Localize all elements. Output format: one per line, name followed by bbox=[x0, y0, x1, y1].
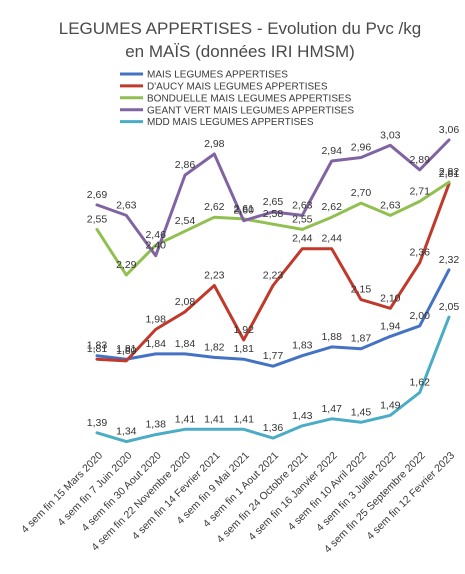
data-label-geant-vert-mais-legumes-appertises-4: 2,98 bbox=[204, 138, 225, 150]
data-label-mdd-mais-legumes-appertises-7: 1,43 bbox=[292, 410, 313, 422]
data-label-d-aucy-mais-legumes-appertises-3: 2,08 bbox=[175, 296, 196, 308]
data-label-mdd-mais-legumes-appertises-9: 1,45 bbox=[351, 406, 372, 418]
data-label-mdd-mais-legumes-appertises-5: 1,41 bbox=[233, 413, 254, 425]
legend-label-geant-vert-mais-legumes-appertises: GEANT VERT MAIS LEGUMES APPERTISES bbox=[147, 105, 354, 116]
data-label-d-aucy-mais-legumes-appertises-2: 1,98 bbox=[145, 313, 166, 325]
chart-title: LEGUMES APPERTISES - Evolution du Pvc /k… bbox=[59, 19, 422, 38]
data-label-d-aucy-mais-legumes-appertises-4: 2,23 bbox=[204, 270, 225, 282]
data-label-geant-vert-mais-legumes-appertises-12: 3,06 bbox=[439, 124, 460, 136]
data-label-d-aucy-mais-legumes-appertises-11: 2,36 bbox=[409, 247, 430, 259]
data-label-geant-vert-mais-legumes-appertises-9: 2,96 bbox=[351, 142, 372, 154]
data-label-mais-legumes-appertises-5: 1,81 bbox=[233, 343, 254, 355]
chart-subtitle: en MAÏS (données IRI HMSM) bbox=[125, 42, 355, 61]
data-label-mais-legumes-appertises-4: 1,82 bbox=[204, 341, 225, 353]
data-label-geant-vert-mais-legumes-appertises-8: 2,94 bbox=[321, 145, 342, 157]
data-label-bonduelle-mais-legumes-appertises-12: 2,82 bbox=[439, 166, 460, 178]
data-label-mais-legumes-appertises-8: 1,88 bbox=[321, 331, 342, 343]
data-label-d-aucy-mais-legumes-appertises-12: 2,81 bbox=[439, 168, 460, 180]
legend-label-mais-legumes-appertises: MAIS LEGUMES APPERTISES bbox=[147, 70, 288, 81]
data-label-geant-vert-mais-legumes-appertises-1: 2,63 bbox=[116, 199, 137, 211]
data-label-mdd-mais-legumes-appertises-0: 1,39 bbox=[87, 417, 108, 429]
data-label-bonduelle-mais-legumes-appertises-2: 2,46 bbox=[145, 229, 166, 241]
data-label-mdd-mais-legumes-appertises-3: 1,41 bbox=[175, 413, 196, 425]
data-label-layer: 1,83 1,81 1,84 1,84 1,82 1,811,771,831,88 1,87… bbox=[87, 124, 460, 438]
legend-label-d-aucy-mais-legumes-appertises: D'AUCY MAIS LEGUMES APPERTISES bbox=[147, 82, 328, 93]
data-label-bonduelle-mais-legumes-appertises-0: 2,55 bbox=[87, 213, 108, 225]
data-label-bonduelle-mais-legumes-appertises-9: 2,70 bbox=[351, 187, 372, 199]
data-label-d-aucy-mais-legumes-appertises-9: 2,15 bbox=[351, 284, 372, 296]
data-label-mais-legumes-appertises-3: 1,84 bbox=[175, 338, 196, 350]
series-line-geant-vert-mais-legumes-appertises bbox=[95, 138, 451, 258]
data-label-bonduelle-mais-legumes-appertises-8: 2,62 bbox=[321, 201, 342, 213]
data-label-geant-vert-mais-legumes-appertises-5: 2,60 bbox=[233, 205, 254, 217]
data-label-geant-vert-mais-legumes-appertises-11: 2,89 bbox=[409, 154, 430, 166]
data-label-bonduelle-mais-legumes-appertises-3: 2,54 bbox=[175, 215, 196, 227]
series-line-mais-legumes-appertises bbox=[95, 268, 451, 368]
data-label-d-aucy-mais-legumes-appertises-8: 2,44 bbox=[321, 233, 342, 245]
data-label-d-aucy-mais-legumes-appertises-1: 1,80 bbox=[116, 345, 137, 357]
data-label-bonduelle-mais-legumes-appertises-5: 2,61 bbox=[233, 203, 254, 215]
data-label-bonduelle-mais-legumes-appertises-11: 2,71 bbox=[409, 185, 430, 197]
data-label-d-aucy-mais-legumes-appertises-10: 2,10 bbox=[380, 292, 401, 304]
series-line-bonduelle-mais-legumes-appertises bbox=[95, 180, 451, 277]
data-label-mais-legumes-appertises-1: 1,81 bbox=[116, 343, 137, 355]
data-label-geant-vert-mais-legumes-appertises-7: 2,63 bbox=[292, 199, 313, 211]
data-label-d-aucy-mais-legumes-appertises-0: 1,81 bbox=[87, 343, 108, 355]
data-label-bonduelle-mais-legumes-appertises-7: 2,55 bbox=[292, 213, 313, 225]
data-label-geant-vert-mais-legumes-appertises-6: 2,65 bbox=[263, 196, 284, 208]
series-line-d-aucy-mais-legumes-appertises bbox=[95, 182, 451, 363]
data-label-geant-vert-mais-legumes-appertises-2: 2,40 bbox=[145, 240, 166, 252]
data-label-mdd-mais-legumes-appertises-4: 1,41 bbox=[204, 413, 225, 425]
data-label-d-aucy-mais-legumes-appertises-5: 1,92 bbox=[233, 324, 254, 336]
legend-label-mdd-mais-legumes-appertises: MDD MAIS LEGUMES APPERTISES bbox=[147, 117, 314, 128]
data-label-mdd-mais-legumes-appertises-8: 1,47 bbox=[321, 403, 342, 415]
data-label-geant-vert-mais-legumes-appertises-10: 3,03 bbox=[380, 129, 401, 141]
data-label-mais-legumes-appertises-10: 1,94 bbox=[380, 320, 401, 332]
data-label-mdd-mais-legumes-appertises-1: 1,34 bbox=[116, 426, 137, 438]
series-layer bbox=[95, 138, 451, 444]
data-label-mais-legumes-appertises-12: 2,32 bbox=[439, 254, 460, 266]
data-label-mais-legumes-appertises-11: 2,00 bbox=[409, 310, 430, 322]
data-label-mdd-mais-legumes-appertises-11: 1,62 bbox=[409, 377, 430, 389]
data-label-bonduelle-mais-legumes-appertises-1: 2,29 bbox=[116, 259, 137, 271]
data-label-bonduelle-mais-legumes-appertises-10: 2,63 bbox=[380, 199, 401, 211]
series-line-mdd-mais-legumes-appertises bbox=[95, 315, 451, 444]
data-label-geant-vert-mais-legumes-appertises-3: 2,86 bbox=[175, 159, 196, 171]
data-label-d-aucy-mais-legumes-appertises-6: 2,23 bbox=[263, 270, 284, 282]
data-label-bonduelle-mais-legumes-appertises-4: 2,62 bbox=[204, 201, 225, 213]
data-label-mdd-mais-legumes-appertises-6: 1,36 bbox=[263, 422, 284, 434]
data-label-mais-legumes-appertises-9: 1,87 bbox=[351, 333, 372, 345]
data-label-mais-legumes-appertises-0: 1,83 bbox=[87, 340, 108, 352]
data-label-d-aucy-mais-legumes-appertises-7: 2,44 bbox=[292, 233, 313, 245]
data-label-mais-legumes-appertises-7: 1,83 bbox=[292, 340, 313, 352]
data-label-mdd-mais-legumes-appertises-2: 1,38 bbox=[145, 419, 166, 431]
data-label-bonduelle-mais-legumes-appertises-6: 2,58 bbox=[263, 208, 284, 220]
data-label-geant-vert-mais-legumes-appertises-0: 2,69 bbox=[87, 189, 108, 201]
data-label-mais-legumes-appertises-6: 1,77 bbox=[263, 350, 284, 362]
data-label-mais-legumes-appertises-2: 1,84 bbox=[145, 338, 166, 350]
data-label-mdd-mais-legumes-appertises-12: 2,05 bbox=[439, 301, 460, 313]
legend-label-bonduelle-mais-legumes-appertises: BONDUELLE MAIS LEGUMES APPERTISES bbox=[147, 93, 352, 104]
data-label-mdd-mais-legumes-appertises-10: 1,49 bbox=[380, 399, 401, 411]
